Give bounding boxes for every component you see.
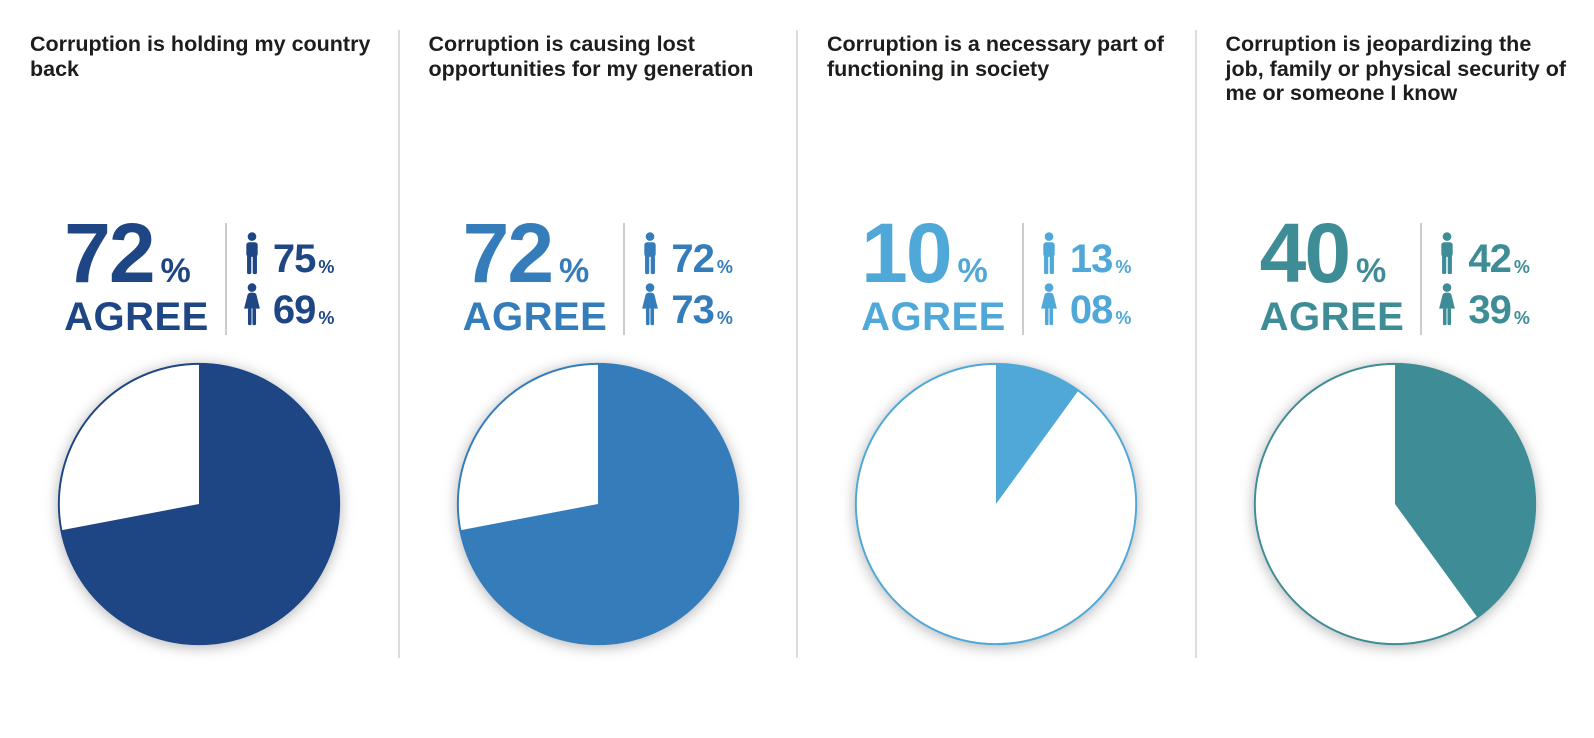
agree-stats: 40 % AGREE 42 %: [1196, 206, 1594, 339]
pie-chart: [1253, 362, 1536, 646]
male-value: 13: [1069, 236, 1113, 281]
male-value: 72: [671, 236, 714, 281]
male-value: 42: [1468, 236, 1511, 281]
female-stat-row: 08 %: [1038, 282, 1132, 332]
agree-stats: 72 % AGREE 75 %: [0, 206, 399, 339]
overall-agree: 72 % AGREE: [64, 206, 209, 339]
female-value: 73: [671, 287, 714, 332]
agree-value: 10: [861, 206, 952, 300]
pie-chart-container: [0, 358, 399, 650]
male-percent-sign: %: [1115, 256, 1132, 277]
male-value: 75: [272, 236, 316, 281]
agree-value: 72: [462, 206, 554, 300]
overall-agree: 10 % AGREE: [861, 206, 1006, 339]
agree-value-line: 72 %: [64, 206, 209, 300]
gender-breakdown: 75 % 69 %: [241, 231, 335, 332]
panel-title: Corruption is holding my country back: [30, 32, 371, 81]
female-stat-row: 69 %: [241, 282, 335, 332]
panel-necessary-part: Corruption is a necessary part of functi…: [796, 0, 1196, 738]
agree-stats: 72 % AGREE 72 %: [399, 206, 798, 339]
agree-value: 40: [1259, 206, 1351, 300]
overall-agree: 72 % AGREE: [462, 206, 608, 339]
male-icon: [644, 231, 657, 274]
male-percent-sign: %: [318, 256, 335, 277]
agree-percent-sign: %: [1356, 252, 1387, 290]
panel-divider: [397, 30, 400, 658]
pie-chart-container: [797, 358, 1196, 650]
male-stat-row: 13 %: [1038, 231, 1132, 281]
agree-percent-sign: %: [160, 252, 191, 290]
agree-value-line: 10 %: [861, 206, 1006, 300]
stat-divider: [224, 223, 227, 335]
panel-title: Corruption is jeopardizing the job, fami…: [1225, 32, 1567, 105]
stat-divider: [1021, 223, 1024, 335]
pie-chart: [58, 362, 341, 646]
female-icon: [243, 282, 260, 325]
stat-divider: [623, 223, 626, 335]
male-stat-row: 42 %: [1436, 231, 1530, 281]
panel-holding-country-back: Corruption is holding my country back 72…: [0, 0, 399, 738]
gender-breakdown: 72 % 73 %: [639, 231, 733, 332]
agree-percent-sign: %: [559, 252, 590, 290]
female-stat-row: 39 %: [1436, 282, 1530, 332]
male-icon: [1043, 231, 1055, 274]
pie-chart: [855, 362, 1138, 646]
female-stat-row: 73 %: [639, 282, 733, 332]
overall-agree: 40 % AGREE: [1259, 206, 1405, 339]
pie-chart-container: [399, 358, 798, 650]
female-percent-sign: %: [1115, 307, 1132, 328]
panel-divider: [796, 30, 798, 658]
female-value: 39: [1468, 287, 1511, 332]
female-value: 69: [272, 287, 316, 332]
panel-divider: [1194, 30, 1197, 658]
agree-label: AGREE: [462, 295, 608, 339]
agree-value-line: 72 %: [462, 206, 608, 300]
female-percent-sign: %: [716, 307, 733, 328]
stat-divider: [1420, 223, 1423, 335]
female-value: 08: [1069, 287, 1113, 332]
male-stat-row: 75 %: [241, 231, 335, 281]
male-percent-sign: %: [1513, 256, 1530, 277]
gender-breakdown: 42 % 39 %: [1436, 231, 1530, 332]
male-percent-sign: %: [716, 256, 733, 277]
panel-title: Corruption is a necessary part of functi…: [827, 32, 1164, 81]
male-icon: [1441, 231, 1454, 274]
panel-title: Corruption is causing lost opportunities…: [428, 32, 754, 81]
agree-stats: 10 % AGREE 13 %: [797, 206, 1196, 339]
female-icon: [1439, 282, 1456, 325]
panel-lost-opportunities: Corruption is causing lost opportunities…: [397, 0, 798, 738]
agree-label: AGREE: [64, 295, 209, 339]
female-percent-sign: %: [1513, 307, 1530, 328]
panel-jeopardizing-security: Corruption is jeopardizing the job, fami…: [1194, 0, 1594, 738]
agree-percent-sign: %: [957, 252, 988, 290]
pie-chart-container: [1196, 358, 1594, 650]
agree-value-line: 40 %: [1259, 206, 1405, 300]
female-percent-sign: %: [318, 307, 335, 328]
pie-chart: [456, 362, 739, 646]
female-icon: [642, 282, 659, 325]
agree-label: AGREE: [1259, 295, 1405, 339]
male-icon: [246, 231, 258, 274]
gender-breakdown: 13 % 08 %: [1038, 231, 1132, 332]
female-icon: [1040, 282, 1057, 325]
male-stat-row: 72 %: [639, 231, 733, 281]
agree-value: 72: [64, 206, 155, 300]
agree-label: AGREE: [861, 295, 1006, 339]
